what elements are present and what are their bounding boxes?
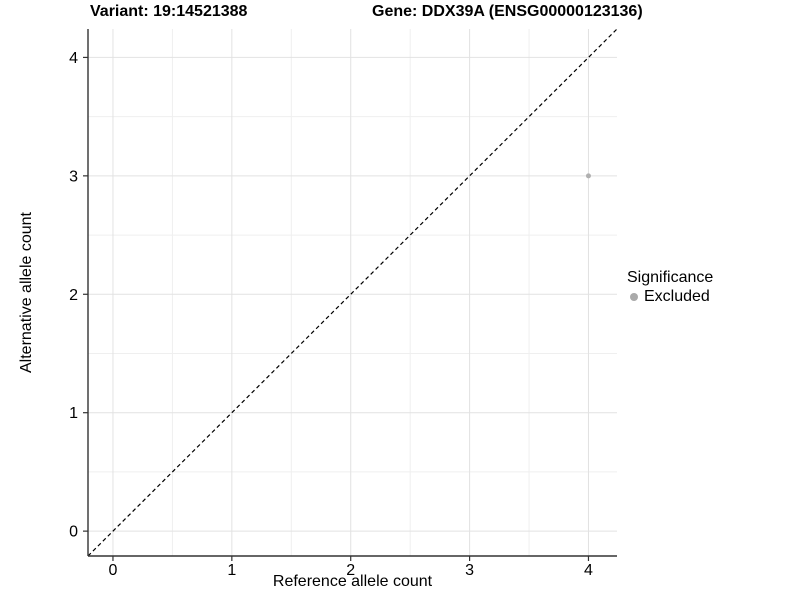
y-tick-label: 4 — [69, 50, 78, 67]
legend: Significance Excluded — [627, 268, 713, 306]
y-tick-label: 1 — [69, 405, 78, 422]
y-tick-label: 0 — [69, 524, 78, 541]
y-tick-label: 2 — [69, 287, 78, 304]
x-axis-title: Reference allele count — [273, 573, 433, 590]
x-tick-label: 3 — [465, 562, 474, 579]
data-point — [585, 173, 591, 179]
x-tick-label: 1 — [227, 562, 236, 579]
y-tick-label: 3 — [69, 168, 78, 185]
plot-title-gene: Gene: DDX39A (ENSG00000123136) — [372, 3, 643, 20]
y-axis-title: Alternative allele count — [18, 211, 35, 373]
x-tick-label: 0 — [109, 562, 118, 579]
legend-item-label: Excluded — [644, 288, 710, 305]
legend-title: Significance — [627, 269, 714, 286]
legend-item-excluded: Excluded — [627, 287, 713, 306]
plot-title-variant: Variant: 19:14521388 — [90, 3, 248, 20]
x-tick-label: 2 — [346, 562, 355, 579]
x-tick-label: 4 — [584, 562, 593, 579]
legend-point-icon — [630, 292, 638, 301]
identity-line — [87, 28, 618, 557]
